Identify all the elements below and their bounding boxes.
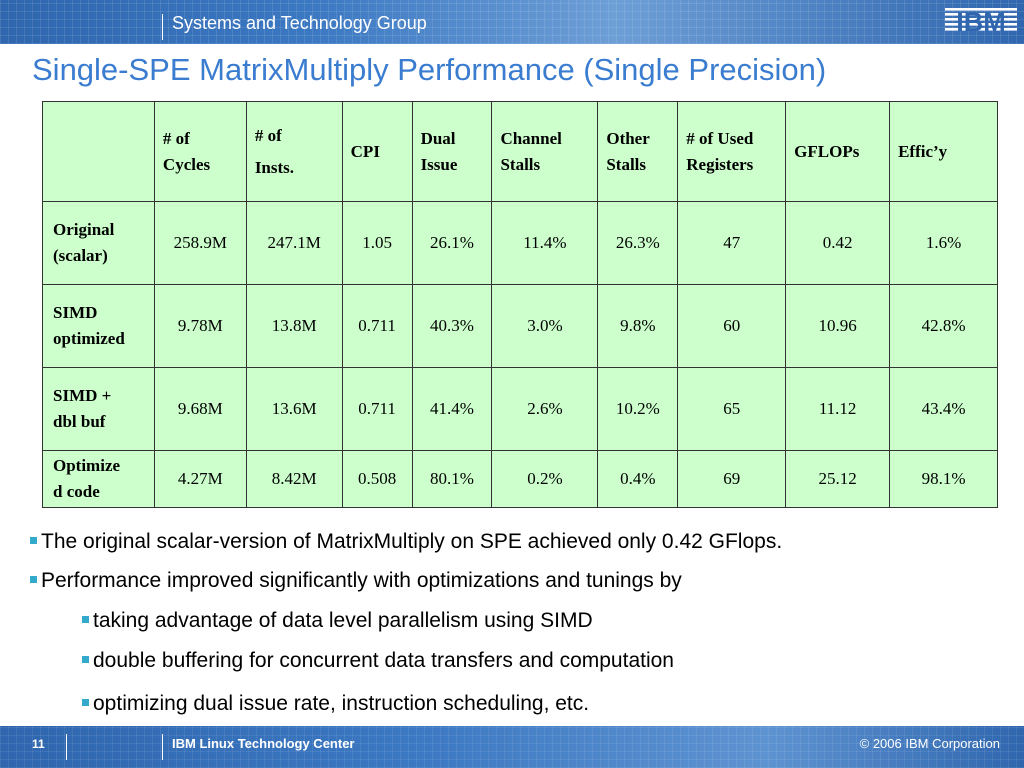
table-cell: 25.12: [785, 450, 891, 508]
table-cell: 0.711: [341, 367, 413, 451]
table-cell: 60: [677, 284, 787, 368]
row-label: SIMD optimized: [42, 284, 155, 368]
table-cell: 1.05: [341, 201, 413, 285]
table-cell: 47: [677, 201, 787, 285]
footer-separator: [66, 734, 67, 760]
column-header: # of Cycles: [153, 101, 247, 202]
table-cell: 26.1%: [411, 201, 493, 285]
table-cell: 10.2%: [597, 367, 679, 451]
table-cell: 3.0%: [491, 284, 599, 368]
row-label: SIMD + dbl buf: [42, 367, 155, 451]
table-row: SIMD optimized 9.78M 13.8M 0.711 40.3% 3.0% 9.8…: [42, 284, 998, 368]
table-cell: 10.96: [785, 284, 891, 368]
slide-title: Single-SPE MatrixMultiply Performance (S…: [32, 52, 827, 87]
table-cell: 65: [677, 367, 787, 451]
table-cell: 2.6%: [491, 367, 599, 451]
table-cell: 11.4%: [491, 201, 599, 285]
bullet-square-icon: [82, 656, 89, 663]
table-cell: 42.8%: [889, 284, 998, 368]
table-cell: 11.12: [785, 367, 891, 451]
bullet-square-icon: [30, 537, 37, 544]
table-cell: 9.8%: [597, 284, 679, 368]
table-cell: 4.27M: [153, 450, 247, 508]
column-header: # of Used Registers: [677, 101, 787, 202]
bullet-item: taking advantage of data level paralleli…: [82, 609, 593, 633]
table-row: Optimize d code 4.27M 8.42M 0.508 80.1% 0.2% 0.…: [42, 450, 998, 508]
table-cell: 98.1%: [889, 450, 998, 508]
footer-grid-pattern: [0, 726, 1024, 768]
column-header: Dual Issue: [411, 101, 493, 202]
bullet-square-icon: [30, 576, 37, 583]
footer-center-text: IBM Linux Technology Center: [172, 736, 355, 751]
footer-copyright: © 2006 IBM Corporation: [859, 736, 1000, 751]
ibm-logo-text: IBM: [956, 7, 1006, 36]
bullet-square-icon: [82, 699, 89, 706]
header-group-title: Systems and Technology Group: [172, 13, 427, 33]
column-header: Channel Stalls: [491, 101, 599, 202]
performance-table: # of Cycles # of Insts. CPI Dual Issue Chan…: [42, 101, 998, 508]
table-row: SIMD + dbl buf 9.68M 13.6M 0.711 41.4% 2.6% 10.…: [42, 367, 998, 451]
header-grid-pattern: [0, 0, 1024, 44]
table-cell: 80.1%: [411, 450, 493, 508]
table-row: Original (scalar) 258.9M 247.1M 1.05 26.1% 11.…: [42, 201, 998, 285]
table-cell: 69: [677, 450, 787, 508]
table-cell: 43.4%: [889, 367, 998, 451]
bullet-square-icon: [82, 616, 89, 623]
footer-separator: [162, 734, 163, 760]
column-header: # of Insts.: [245, 101, 343, 202]
column-header: Other Stalls: [597, 101, 679, 202]
table-cell: 8.42M: [245, 450, 343, 508]
slide-footer: 11 IBM Linux Technology Center © 2006 IB…: [0, 726, 1024, 768]
bullet-item: Performance improved significantly with …: [30, 569, 682, 593]
table-cell: 26.3%: [597, 201, 679, 285]
table-cell: 13.8M: [245, 284, 343, 368]
bullet-item: The original scalar-version of MatrixMul…: [30, 530, 782, 554]
bullet-item: optimizing dual issue rate, instruction …: [82, 692, 589, 716]
table-cell: 0.508: [341, 450, 413, 508]
bullet-item: double buffering for concurrent data tra…: [82, 649, 674, 673]
column-header: Effic’y: [889, 101, 998, 202]
table-cell: 40.3%: [411, 284, 493, 368]
row-label: Original (scalar): [42, 201, 155, 285]
table-header-row: # of Cycles # of Insts. CPI Dual Issue Chan…: [42, 101, 998, 202]
table-cell: 0.2%: [491, 450, 599, 508]
table-cell: 9.68M: [153, 367, 247, 451]
table-cell: 0.4%: [597, 450, 679, 508]
table-cell: 258.9M: [153, 201, 247, 285]
slide-header: Systems and Technology Group IBM: [0, 0, 1024, 44]
column-header: [42, 101, 155, 202]
table-cell: 0.711: [341, 284, 413, 368]
table-cell: 1.6%: [889, 201, 998, 285]
header-separator: [162, 14, 163, 40]
row-label: Optimize d code: [42, 450, 155, 508]
table-cell: 9.78M: [153, 284, 247, 368]
table-cell: 0.42: [785, 201, 891, 285]
column-header: CPI: [341, 101, 413, 202]
column-header: GFLOPs: [785, 101, 891, 202]
table-cell: 13.6M: [245, 367, 343, 451]
table-cell: 247.1M: [245, 201, 343, 285]
ibm-logo-icon: IBM: [945, 7, 1017, 36]
page-number: 11: [32, 737, 45, 751]
table-cell: 41.4%: [411, 367, 493, 451]
